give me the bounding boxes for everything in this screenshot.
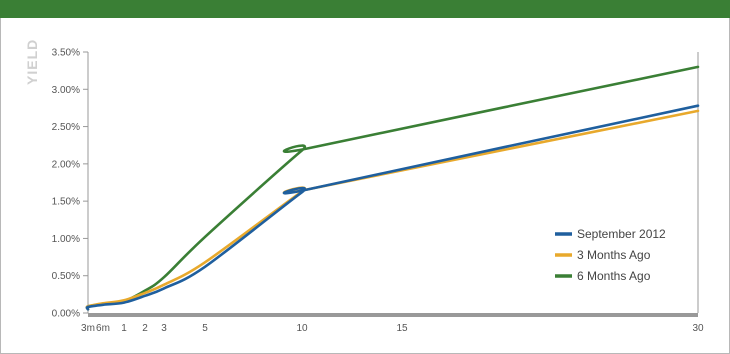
x-tick-label: 10 [296,323,308,334]
y-tick-label: 1.50% [52,197,80,208]
legend-label: 6 Months Ago [577,269,651,283]
x-tick-label: 3 [161,323,167,334]
y-tick-label: 2.00% [52,159,80,170]
y-tick-label: 3.00% [52,85,80,96]
y-tick-label: 3.50% [52,48,80,59]
x-tick-label: 30 [692,323,704,334]
x-tick-label: 6m [96,323,110,334]
x-tick-label: 3m [81,323,95,334]
legend-label: September 2012 [577,227,666,241]
series-line-1 [85,104,700,311]
y-tick-label: 0.00% [52,309,80,320]
legend-label: 3 Months Ago [577,248,651,262]
x-tick-label: 5 [202,323,208,334]
x-tick-label: 1 [121,323,127,334]
x-tick-label: 2 [142,323,148,334]
y-axis-label: YIELD [24,39,40,85]
y-tick-label: 0.50% [52,271,80,282]
y-tick-label: 2.50% [52,122,80,133]
y-tick-label: 1.00% [52,234,80,245]
header-bar [0,0,730,18]
x-tick-label: 15 [396,323,408,334]
